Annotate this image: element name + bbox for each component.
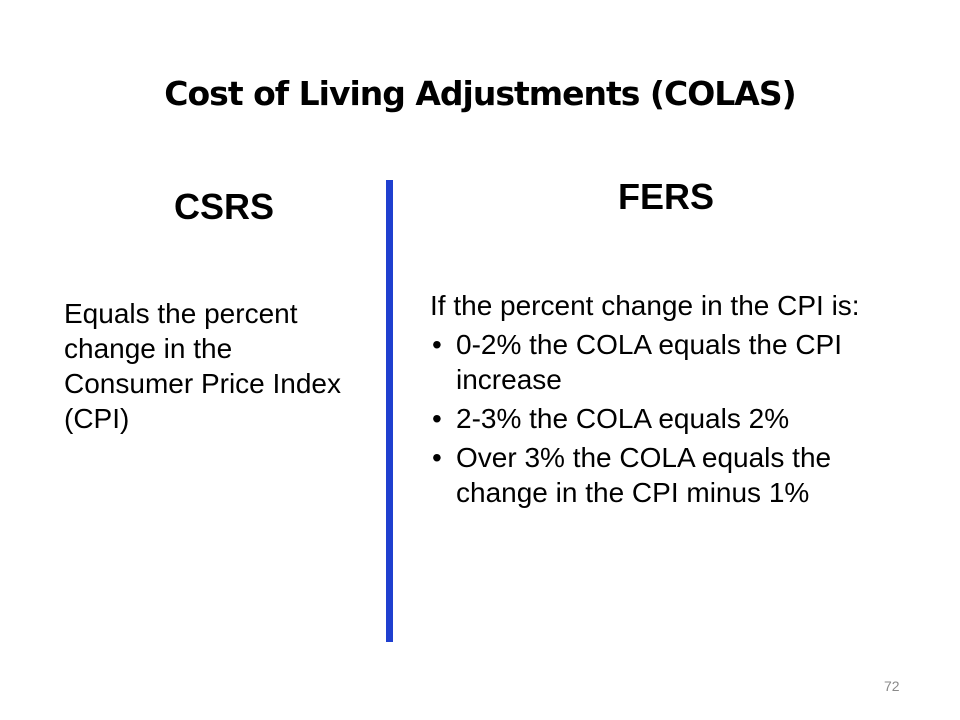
fers-bullets: 0-2% the COLA equals the CPI increase 2-3… [430, 327, 920, 510]
fers-bullet: 0-2% the COLA equals the CPI increase [430, 327, 920, 397]
title: Cost of Living Adjustments (COLAS) [164, 74, 796, 113]
fers-heading: FERS [618, 176, 715, 217]
divider [386, 180, 393, 642]
csrs-text: Equals the percent change in the Consume… [64, 298, 342, 434]
fers-bullet: 2-3% the COLA equals 2% [430, 401, 920, 436]
fers-bullet: Over 3% the COLA equals the change in th… [430, 440, 920, 510]
csrs-heading: CSRS [174, 186, 275, 227]
fers-intro: If the percent change in the CPI is: [430, 290, 860, 321]
fers-body: If the percent change in the CPI is: 0-2… [430, 288, 920, 514]
page-number: 72 [884, 678, 900, 694]
